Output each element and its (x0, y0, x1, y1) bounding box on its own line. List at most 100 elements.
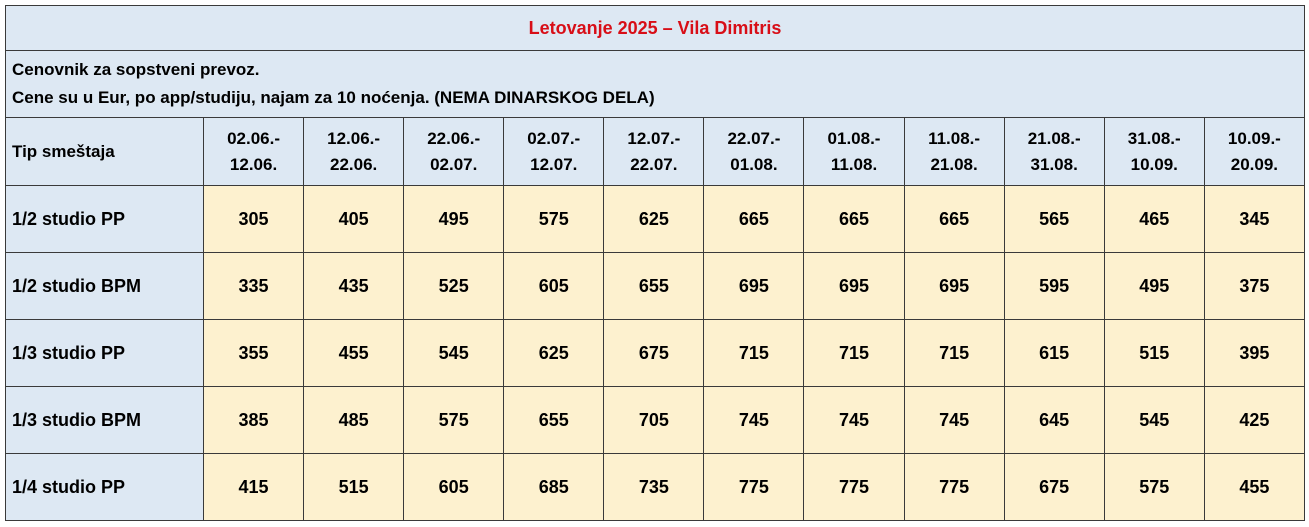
price-cell: 525 (403, 252, 505, 320)
note-own-transport: Cenovnik za sopstveni prevoz. (12, 60, 260, 79)
price-cell: 715 (803, 319, 905, 387)
price-cell: 705 (603, 386, 705, 454)
period-start: 12.07.- (627, 128, 681, 148)
period-header: 02.07.- 12.07. (503, 117, 605, 186)
table-title: Letovanje 2025 – Vila Dimitris (5, 5, 1305, 51)
period-start: 22.06.- (427, 128, 481, 148)
price-cell: 545 (403, 319, 505, 387)
accommodation-type: 1/3 studio BPM (5, 386, 204, 454)
table-row: 1/2 studio PP 305 405 495 575 625 665 665 665 565… (5, 185, 1305, 253)
period-start: 02.07.- (527, 128, 581, 148)
price-cell: 605 (503, 252, 605, 320)
period-start: 01.08.- (827, 128, 881, 148)
price-cell: 455 (1203, 453, 1305, 521)
price-cell: 675 (1003, 453, 1105, 521)
price-cell: 495 (403, 185, 505, 253)
period-header: 22.07.- 01.08. (703, 117, 805, 186)
price-cell: 745 (803, 386, 905, 454)
price-cell: 665 (803, 185, 905, 253)
table-row: 1/2 studio BPM 335 435 525 605 655 695 695 695 59… (5, 252, 1305, 320)
price-cell: 305 (202, 185, 305, 253)
period-header: 11.08.- 21.08. (903, 117, 1005, 186)
price-cell: 665 (703, 185, 805, 253)
price-cell: 575 (1103, 453, 1205, 521)
price-cell: 345 (1203, 185, 1305, 253)
price-cell: 655 (503, 386, 605, 454)
price-cell: 615 (1003, 319, 1105, 387)
price-cell: 695 (703, 252, 805, 320)
price-cell: 355 (202, 319, 305, 387)
period-header: 31.08.- 10.09. (1103, 117, 1205, 186)
accommodation-type: 1/4 studio PP (5, 453, 204, 521)
period-header: 21.08.- 31.08. (1003, 117, 1105, 186)
price-cell: 395 (1203, 319, 1305, 387)
price-cell: 645 (1003, 386, 1105, 454)
table-row: 1/3 studio PP 355 455 545 625 675 715 715 715 615… (5, 319, 1305, 387)
period-end: 31.08. (1030, 154, 1078, 174)
price-cell: 435 (303, 252, 405, 320)
price-cell: 695 (803, 252, 905, 320)
period-end: 22.07. (630, 154, 678, 174)
price-cell: 335 (202, 252, 305, 320)
price-cell: 485 (303, 386, 405, 454)
price-cell: 545 (1103, 386, 1205, 454)
period-end: 10.09. (1130, 154, 1178, 174)
price-cell: 565 (1003, 185, 1105, 253)
price-cell: 775 (703, 453, 805, 521)
price-cell: 405 (303, 185, 405, 253)
price-cell: 385 (202, 386, 305, 454)
period-end: 02.07. (430, 154, 478, 174)
period-header: 22.06.- 02.07. (403, 117, 505, 186)
period-header: 02.06.- 12.06. (202, 117, 305, 186)
period-end: 01.08. (730, 154, 778, 174)
period-header: 12.06.- 22.06. (303, 117, 405, 186)
price-table: Letovanje 2025 – Vila Dimitris Cenovnik … (5, 5, 1305, 521)
period-end: 11.08. (830, 154, 878, 174)
price-cell: 775 (803, 453, 905, 521)
price-cell: 595 (1003, 252, 1105, 320)
period-end: 12.07. (530, 154, 578, 174)
price-cell: 695 (903, 252, 1005, 320)
price-cell: 715 (703, 319, 805, 387)
price-cell: 665 (903, 185, 1005, 253)
period-header: 12.07.- 22.07. (603, 117, 705, 186)
period-end: 12.06. (229, 154, 278, 174)
accommodation-type: 1/3 studio PP (5, 319, 204, 387)
price-cell: 675 (603, 319, 705, 387)
accommodation-type: 1/2 studio PP (5, 185, 204, 253)
price-cell: 575 (403, 386, 505, 454)
price-cell: 375 (1203, 252, 1305, 320)
price-cell: 605 (403, 453, 505, 521)
period-header: 10.09.- 20.09. (1203, 117, 1305, 186)
note-prices-info: Cene su u Eur, po app/studiju, najam za … (12, 88, 655, 107)
price-cell: 775 (903, 453, 1005, 521)
period-start: 31.08.- (1127, 128, 1181, 148)
period-start: 02.06.- (227, 128, 280, 148)
table-row: 1/3 studio BPM 385 485 575 655 705 745 745 745 64… (5, 386, 1305, 454)
period-start: 11.08.- (928, 128, 981, 148)
price-cell: 735 (603, 453, 705, 521)
price-cell: 575 (503, 185, 605, 253)
price-cell: 715 (903, 319, 1005, 387)
price-cell: 425 (1203, 386, 1305, 454)
price-cell: 515 (1103, 319, 1205, 387)
period-start: 22.07.- (727, 128, 781, 148)
price-cell: 465 (1103, 185, 1205, 253)
price-cell: 455 (303, 319, 405, 387)
period-end: 21.08. (930, 154, 978, 174)
price-cell: 495 (1103, 252, 1205, 320)
price-cell: 625 (603, 185, 705, 253)
type-column-header: Tip smeštaja (5, 117, 204, 186)
price-rows: 1/2 studio PP 305 405 495 575 625 665 665 665 565… (5, 185, 1305, 521)
period-header: 01.08.- 11.08. (803, 117, 905, 186)
period-start: 10.09.- (1227, 128, 1281, 148)
header-row: Tip smeštaja 02.06.- 12.06. 12.06.- 22.06. 2… (5, 117, 1305, 186)
price-cell: 685 (503, 453, 605, 521)
price-cell: 515 (303, 453, 405, 521)
price-cell: 655 (603, 252, 705, 320)
table-row: 1/4 studio PP 415 515 605 685 735 775 775 775 675… (5, 453, 1305, 521)
price-cell: 625 (503, 319, 605, 387)
table-notes: Cenovnik za sopstveni prevoz. Cene su u … (5, 50, 1305, 118)
price-list-container: Letovanje 2025 – Vila Dimitris Cenovnik … (5, 5, 1305, 521)
period-end: 20.09. (1230, 154, 1278, 174)
